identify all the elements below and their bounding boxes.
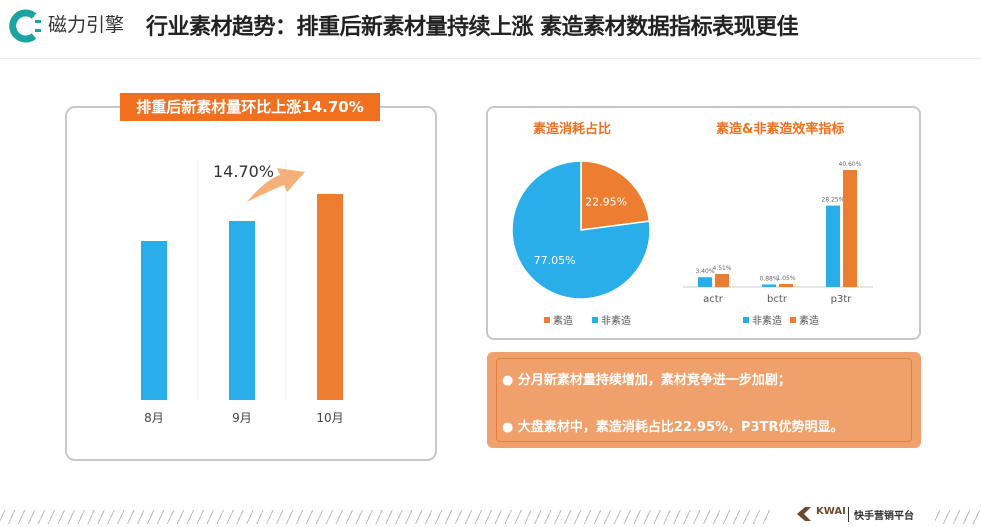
bar-bctr-素造 [779,283,793,287]
pie-title: 素造消耗占比 [533,122,612,137]
legend-label: 素造 [553,314,573,327]
divider [0,58,981,59]
pie-label: 77.05% [534,254,576,267]
legend-swatch [743,317,749,323]
note-1: ● 分月新素材量持续增加，素材竞争进一步加剧； [502,373,791,388]
note-text: 分月新素材量持续增加，素材竞争进一步加剧； [517,373,791,388]
x-tick-label: actr [703,294,724,305]
logo-icon [8,8,44,48]
bar-p3tr-素造 [843,170,857,287]
note-2: ● 大盘素材中，素造消耗占比22.95%，P3TR优势明显。 [502,420,844,435]
footer-hatch [0,510,770,524]
x-tick-label: 9月 [232,411,252,425]
monthly-bar-chart: 8月 9月 10月 14.70% [141,160,344,425]
data-label: 4.51% [712,265,731,272]
x-tick-label: bctr [767,294,788,305]
notes-border [496,358,912,442]
bar-8月 [141,241,167,400]
pie-slice-非素造 [511,160,651,300]
legend-label: 非素造 [601,314,631,327]
bar-actr-非素造 [698,277,712,287]
growth-arrow-icon [247,168,305,202]
growth-banner: 排重后新素材量环比上涨14.70% [120,93,380,121]
legend-swatch [544,317,550,323]
data-label: 28.25% [822,197,845,204]
legend-swatch [592,317,598,323]
data-label: 1.05% [776,275,795,282]
x-tick-label: p3tr [831,294,853,305]
data-label: 0.88% [759,275,778,282]
bar-title: 素造&非素造效率指标 [716,122,845,137]
x-tick-label: 10月 [316,411,343,425]
brand: KWAI [816,506,846,517]
legend-label: 非素造 [752,314,782,327]
bar-9月 [229,220,255,400]
right-panel [486,106,921,340]
footer-hatch [935,510,981,524]
data-label: 3.40% [695,268,714,275]
pie-label: 22.95% [585,195,627,208]
charts-right: 22.95% 77.05% 素造 非素造 3.40%4.51% actr 0.88%1.05… [511,160,873,327]
data-label: 40.60% [839,161,862,168]
bar-bctr-非素造 [762,284,776,287]
bar-p3tr-非素造 [826,205,840,287]
platform: 快手营销平台 [848,507,914,522]
kwai-logo-icon [795,505,813,527]
page-title: 行业素材趋势：排重后新素材量持续上涨 素造素材数据指标表现更佳 [146,15,799,40]
legend-swatch [790,317,796,323]
x-tick-label: 8月 [144,411,164,425]
pie-slice-素造 [580,160,651,231]
notes-box [487,352,921,448]
logo-text: 磁力引擎 [48,14,125,36]
growth-label: 14.70% [213,162,274,181]
bar-actr-素造 [715,274,729,287]
note-text: 大盘素材中，素造消耗占比22.95%，P3TR优势明显。 [517,420,844,435]
legend-label: 素造 [799,314,819,327]
bar-10月 [317,193,343,400]
